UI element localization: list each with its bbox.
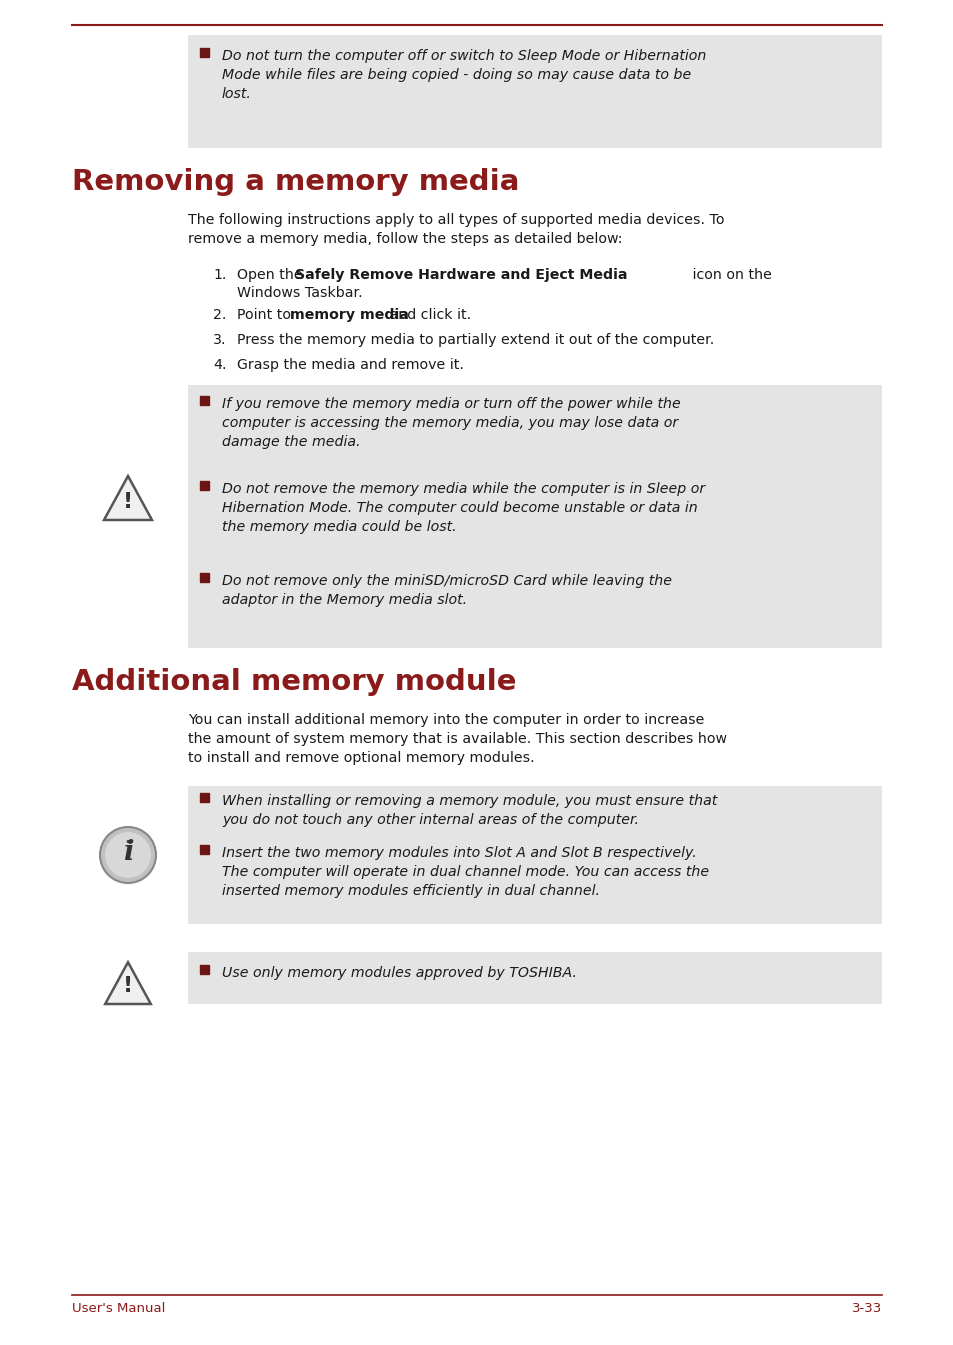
Text: Do not remove only the miniSD/microSD Card while leaving the
adaptor in the Memo: Do not remove only the miniSD/microSD Ca…: [222, 574, 671, 607]
Text: 4.: 4.: [213, 358, 226, 373]
Text: Do not turn the computer off or switch to Sleep Mode or Hibernation
Mode while f: Do not turn the computer off or switch t…: [222, 48, 705, 101]
Text: icon on the: icon on the: [687, 268, 771, 282]
Text: 1.: 1.: [213, 268, 226, 282]
Text: User's Manual: User's Manual: [71, 1302, 165, 1315]
Text: 3-33: 3-33: [851, 1302, 882, 1315]
Text: 2.: 2.: [213, 308, 226, 321]
Text: Grasp the media and remove it.: Grasp the media and remove it.: [236, 358, 463, 373]
Bar: [200, 845, 209, 854]
Text: Open the: Open the: [236, 268, 307, 282]
Text: If you remove the memory media or turn off the power while the
computer is acces: If you remove the memory media or turn o…: [222, 397, 680, 449]
Text: Press the memory media to partially extend it out of the computer.: Press the memory media to partially exte…: [236, 334, 714, 347]
FancyBboxPatch shape: [188, 952, 882, 1003]
Bar: [200, 964, 209, 974]
Bar: [200, 48, 209, 56]
Text: memory media: memory media: [290, 308, 409, 321]
Text: Removing a memory media: Removing a memory media: [71, 168, 518, 196]
Text: The following instructions apply to all types of supported media devices. To
rem: The following instructions apply to all …: [188, 213, 723, 246]
Text: and click it.: and click it.: [385, 308, 471, 321]
Text: !: !: [123, 491, 132, 511]
FancyBboxPatch shape: [188, 785, 882, 924]
Bar: [200, 573, 209, 582]
Polygon shape: [104, 476, 152, 521]
Bar: [200, 395, 209, 405]
FancyBboxPatch shape: [188, 385, 882, 648]
Text: i: i: [123, 838, 133, 865]
Text: 3.: 3.: [213, 334, 226, 347]
Text: Use only memory modules approved by TOSHIBA.: Use only memory modules approved by TOSH…: [222, 966, 577, 981]
Polygon shape: [105, 962, 151, 1003]
Text: Do not remove the memory media while the computer is in Sleep or
Hibernation Mod: Do not remove the memory media while the…: [222, 482, 704, 534]
Text: You can install additional memory into the computer in order to increase
the amo: You can install additional memory into t…: [188, 713, 726, 765]
Text: •: •: [125, 838, 132, 847]
Text: Windows Taskbar.: Windows Taskbar.: [236, 286, 362, 300]
Text: Point to: Point to: [236, 308, 295, 321]
Circle shape: [105, 833, 151, 878]
Text: !: !: [123, 976, 132, 997]
FancyBboxPatch shape: [188, 35, 882, 148]
Text: Insert the two memory modules into Slot A and Slot B respectively.
The computer : Insert the two memory modules into Slot …: [222, 846, 708, 898]
Bar: [200, 794, 209, 802]
Text: Safely Remove Hardware and Eject Media: Safely Remove Hardware and Eject Media: [294, 268, 627, 282]
Text: Additional memory module: Additional memory module: [71, 668, 516, 695]
Bar: [200, 482, 209, 490]
Circle shape: [100, 827, 156, 884]
Text: When installing or removing a memory module, you must ensure that
you do not tou: When installing or removing a memory mod…: [222, 794, 717, 827]
